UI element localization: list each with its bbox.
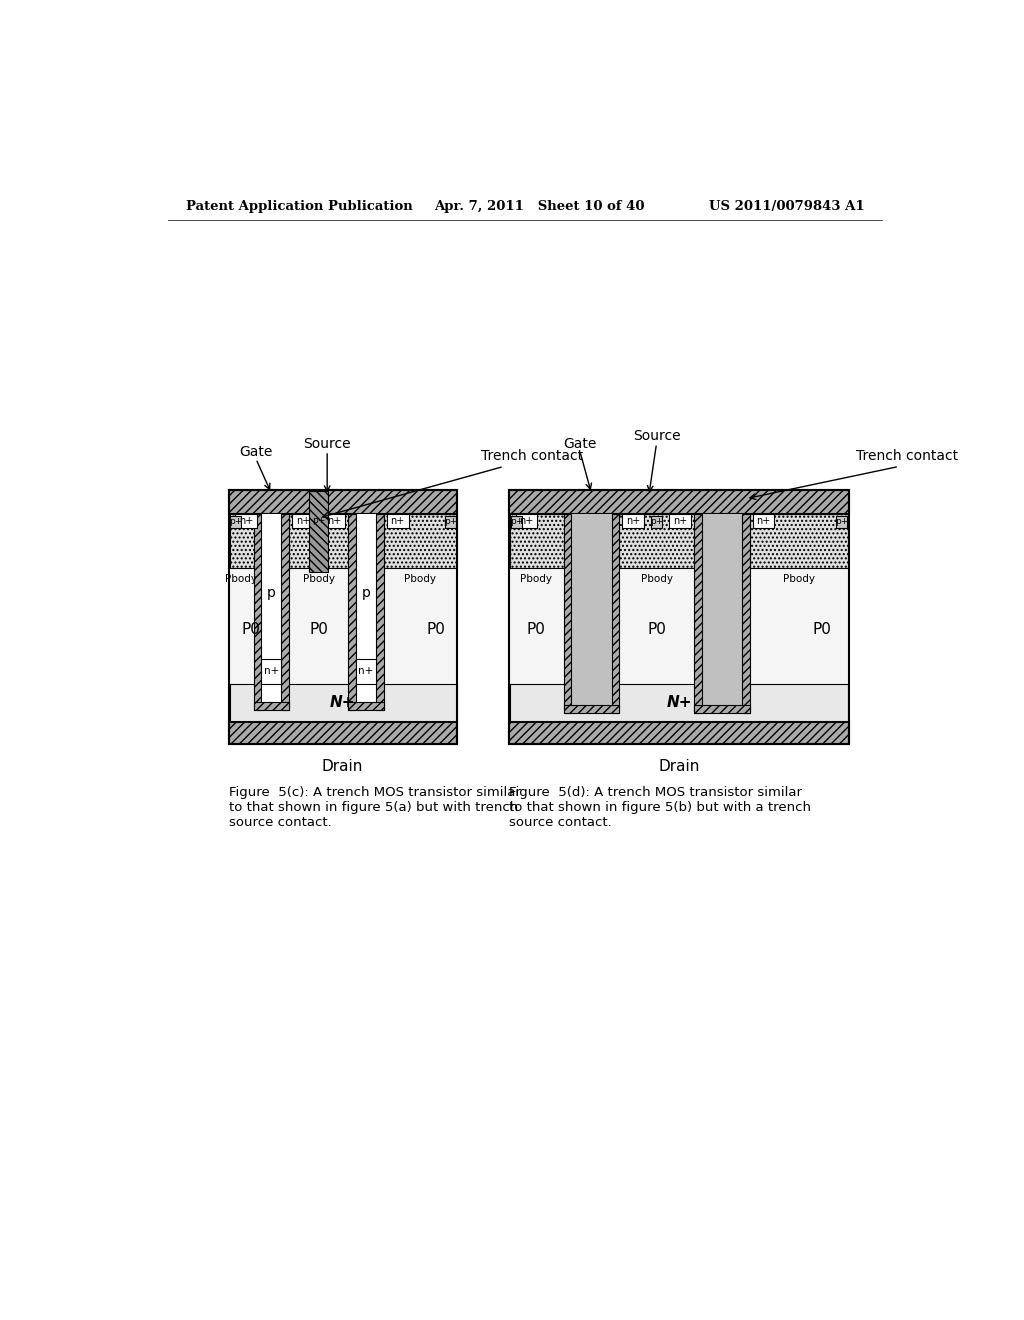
Bar xyxy=(651,516,662,528)
Bar xyxy=(292,513,314,528)
Text: Drain: Drain xyxy=(658,759,699,774)
Bar xyxy=(356,659,376,684)
Bar xyxy=(387,513,409,528)
Text: n+: n+ xyxy=(264,667,279,676)
Bar xyxy=(837,516,847,528)
Text: Pbody: Pbody xyxy=(783,574,815,585)
Bar xyxy=(753,513,774,528)
Bar xyxy=(515,513,538,528)
Text: Pbody: Pbody xyxy=(303,574,335,585)
Bar xyxy=(348,515,356,710)
Bar xyxy=(563,515,571,713)
Bar xyxy=(563,705,620,713)
Text: Pbody: Pbody xyxy=(404,574,436,585)
Bar xyxy=(701,515,741,705)
Text: n+: n+ xyxy=(296,516,310,527)
Text: n+: n+ xyxy=(358,667,374,676)
Text: p+: p+ xyxy=(836,517,849,527)
Text: Pbody: Pbody xyxy=(225,574,257,585)
Bar xyxy=(229,684,457,722)
Text: p: p xyxy=(361,586,371,601)
Text: p: p xyxy=(267,586,275,601)
Bar xyxy=(669,513,690,528)
Bar xyxy=(620,515,693,568)
Text: n+: n+ xyxy=(757,516,771,527)
Bar xyxy=(228,490,458,515)
Text: Figure  5(c): A trench MOS transistor similar
to that shown in figure 5(a) but w: Figure 5(c): A trench MOS transistor sim… xyxy=(228,785,520,829)
Text: n+: n+ xyxy=(673,516,687,527)
Bar xyxy=(261,659,282,684)
Bar xyxy=(741,515,750,713)
Text: n+: n+ xyxy=(327,516,341,527)
Text: p+: p+ xyxy=(510,517,523,527)
Text: US 2011/0079843 A1: US 2011/0079843 A1 xyxy=(709,199,864,213)
Text: Source: Source xyxy=(303,437,351,451)
Bar xyxy=(234,513,257,528)
Text: n+: n+ xyxy=(390,516,404,527)
Bar xyxy=(693,705,750,713)
Bar xyxy=(509,722,849,743)
Text: P0: P0 xyxy=(426,622,445,638)
Text: P0: P0 xyxy=(309,622,328,638)
Bar xyxy=(356,515,376,702)
Text: p+: p+ xyxy=(312,516,326,525)
Text: Source: Source xyxy=(633,429,680,444)
Text: Figure  5(d): A trench MOS transistor similar
to that shown in figure 5(b) but w: Figure 5(d): A trench MOS transistor sim… xyxy=(509,785,811,829)
Text: n+: n+ xyxy=(239,516,253,527)
Bar xyxy=(750,515,848,568)
Text: P0: P0 xyxy=(812,622,831,638)
Text: P0: P0 xyxy=(647,622,666,638)
Bar xyxy=(229,515,254,568)
Text: n+: n+ xyxy=(519,516,534,527)
Text: Pbody: Pbody xyxy=(641,574,673,585)
Text: P0: P0 xyxy=(241,622,260,638)
Bar xyxy=(228,490,458,743)
Bar xyxy=(261,515,282,702)
Text: P0: P0 xyxy=(527,622,546,638)
Bar xyxy=(445,516,456,528)
Bar xyxy=(571,515,611,705)
Text: Gate: Gate xyxy=(240,445,272,459)
Text: Trench contact: Trench contact xyxy=(856,449,958,462)
Bar xyxy=(693,515,701,713)
Bar xyxy=(289,515,348,568)
Bar xyxy=(228,722,458,743)
Bar xyxy=(376,515,384,710)
Bar xyxy=(510,684,848,722)
Text: Pbody: Pbody xyxy=(520,574,552,585)
Text: Trench contact: Trench contact xyxy=(480,449,583,462)
Text: Drain: Drain xyxy=(322,759,364,774)
Bar xyxy=(282,515,289,710)
Bar xyxy=(511,516,521,528)
Text: p+: p+ xyxy=(650,517,664,527)
Bar xyxy=(254,515,261,710)
Text: p+: p+ xyxy=(229,517,243,527)
Bar xyxy=(384,515,457,568)
Bar xyxy=(229,515,457,722)
Text: n+: n+ xyxy=(626,516,640,527)
Bar xyxy=(254,702,289,710)
Text: Gate: Gate xyxy=(563,437,597,451)
Text: Patent Application Publication: Patent Application Publication xyxy=(186,199,413,213)
Bar xyxy=(509,490,849,515)
Bar xyxy=(324,513,345,528)
Bar xyxy=(510,515,563,568)
Text: N+: N+ xyxy=(330,696,355,710)
Bar xyxy=(230,516,241,528)
Bar xyxy=(309,491,328,572)
Text: N+: N+ xyxy=(667,696,692,710)
Text: p+: p+ xyxy=(443,517,457,527)
Bar xyxy=(509,490,849,743)
Bar xyxy=(611,515,620,713)
Bar xyxy=(348,702,384,710)
Bar xyxy=(510,515,848,722)
Bar xyxy=(623,513,644,528)
Text: Apr. 7, 2011   Sheet 10 of 40: Apr. 7, 2011 Sheet 10 of 40 xyxy=(434,199,645,213)
